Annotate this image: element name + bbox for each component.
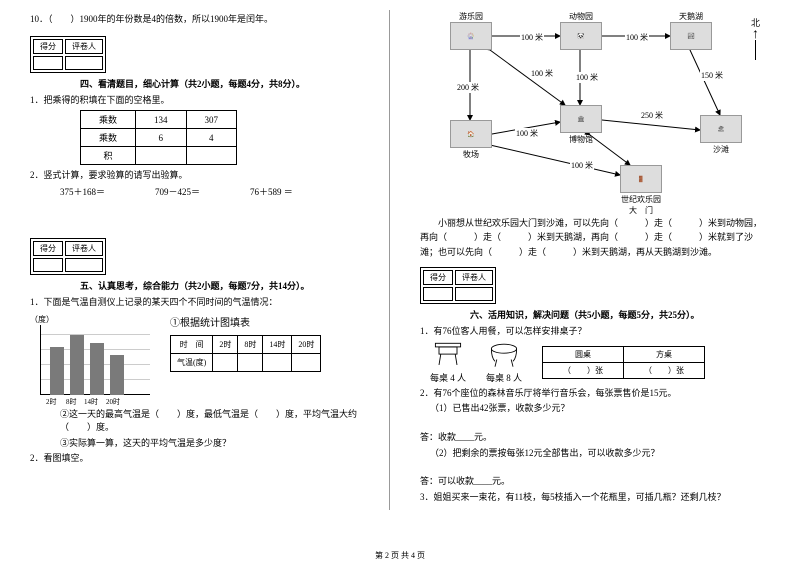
q5-1: 1．下面是气温自测仪上记录的某天四个不同时间的气温情况： <box>30 296 359 309</box>
section5-title: 五、认真思考，综合能力（共2小题，每题7分，共14分）。 <box>80 279 359 292</box>
column-divider <box>389 10 390 510</box>
edge-label: 100 米 <box>570 160 594 171</box>
bar-4 <box>110 355 124 395</box>
table-icons: 每桌 4 人 每桌 8 人 圆桌方桌 （ ）张（ ）张 <box>430 341 770 384</box>
q6-2b: （2）把剩余的票按每张12元全部售出，可以收款多少元？ <box>430 447 770 460</box>
section6-title: 六、活用知识，解决问题（共5小题，每题5分，共25分）。 <box>470 308 770 321</box>
bar-2 <box>70 335 84 395</box>
score-box-5: 得分评卷人 <box>30 238 106 275</box>
q5-2: 2．看图填空。 <box>30 452 359 465</box>
round-table-icon <box>430 341 466 369</box>
page-footer: 第 2 页 共 4 页 <box>0 550 800 561</box>
node-ranch: 🏠牧场 <box>450 120 492 160</box>
square-label: 每桌 8 人 <box>486 371 522 384</box>
bar-chart: 2时 8时 14时 20时 <box>30 325 150 405</box>
edge-label: 100 米 <box>575 72 599 83</box>
stat-table: 时 间 2时 8时 14时 20时 气温(度) <box>170 335 321 372</box>
node-gate: 🚪世纪欢乐园 大 门 <box>620 165 662 216</box>
round-label: 每桌 4 人 <box>430 371 466 384</box>
q6-2: 2．有76个座位的森林音乐厅将举行音乐会，每张票售价是15元。 <box>420 387 770 400</box>
ans2: 答：可以收款____元。 <box>420 475 770 488</box>
node-beach: 🏖沙滩 <box>700 115 742 155</box>
right-column: 北 ↑ 游乐园🎡 动物园🐼 天鹅湖🏞 🏠牧场 🏛博物馆 <box>420 10 770 530</box>
edge-label: 100 米 <box>530 68 554 79</box>
edge-label: 100 米 <box>625 32 649 43</box>
map-question: 小丽想从世纪欢乐园大门到沙滩，可以先向（ ）走（ ）米到动物园，再向（ ）走（ … <box>420 216 770 259</box>
q6-1: 1．有76位客人用餐，可以怎样安排桌子？ <box>420 325 770 338</box>
grader-label: 评卷人 <box>65 39 103 54</box>
score-label: 得分 <box>33 39 63 54</box>
q10: 10．（ ）1900年的年份数是4的倍数，所以1900年是闰年。 <box>30 13 359 26</box>
edge-label: 100 米 <box>515 128 539 139</box>
chart-ylabel: （度） <box>30 314 150 325</box>
score-box: 得分评卷人 <box>30 36 106 73</box>
node-lake: 天鹅湖🏞 <box>670 10 712 50</box>
node-amusement: 游乐园🎡 <box>450 10 492 50</box>
ans1: 答：收款____元。 <box>420 431 770 444</box>
q6-2a: （1）已售出42张票，收款多少元？ <box>430 402 770 415</box>
edge-label: 100 米 <box>520 32 544 43</box>
q5-1b: ②这一天的最高气温是（ ）度，最低气温是（ ）度，平均气温大约（ ）度。 <box>60 408 359 433</box>
edge-label: 250 米 <box>640 110 664 121</box>
q4-1: 1．把乘得的积填在下面的空格里。 <box>30 94 359 107</box>
section4-title: 四、看清题目，细心计算（共2小题，每题4分，共8分）。 <box>80 77 359 90</box>
q4-2: 2．竖式计算，要求验算的请写出验算。 <box>30 169 359 182</box>
calc-1: 375＋168＝ <box>60 185 105 198</box>
node-zoo: 动物园🐼 <box>560 10 602 50</box>
edge-label: 150 米 <box>700 70 724 81</box>
score-box-6: 得分评卷人 <box>420 267 496 304</box>
calc-2: 709－425＝ <box>155 185 200 198</box>
left-column: 10．（ ）1900年的年份数是4的倍数，所以1900年是闰年。 得分评卷人 四… <box>30 10 359 530</box>
calc-line: 375＋168＝ 709－425＝ 76＋589 ＝ <box>60 185 359 198</box>
stat-table-title: ①根据统计图填表 <box>170 314 321 329</box>
edge-label: 200 米 <box>456 82 480 93</box>
q6-3: 3．姐姐买来一束花，有11枝，每5枝插入一个花瓶里，可插几瓶？还剩几枝？ <box>420 491 770 504</box>
bar-3 <box>90 343 104 395</box>
map-diagram: 游乐园🎡 动物园🐼 天鹅湖🏞 🏠牧场 🏛博物馆 🏖沙滩 🚪世纪欢乐园 大 门 1… <box>420 10 770 210</box>
count-table: 圆桌方桌 （ ）张（ ）张 <box>542 346 705 379</box>
mult-table: 乘数134307 乘数64 积 <box>80 110 237 165</box>
calc-3: 76＋589 ＝ <box>250 185 293 198</box>
chart-area: （度） 2时 8时 14时 20时 <box>30 314 359 405</box>
square-table-icon <box>486 341 522 369</box>
bar-1 <box>50 347 64 395</box>
node-museum: 🏛博物馆 <box>560 105 602 145</box>
q5-1c: ③实际算一算，这天的平均气温是多少度？ <box>60 437 359 450</box>
